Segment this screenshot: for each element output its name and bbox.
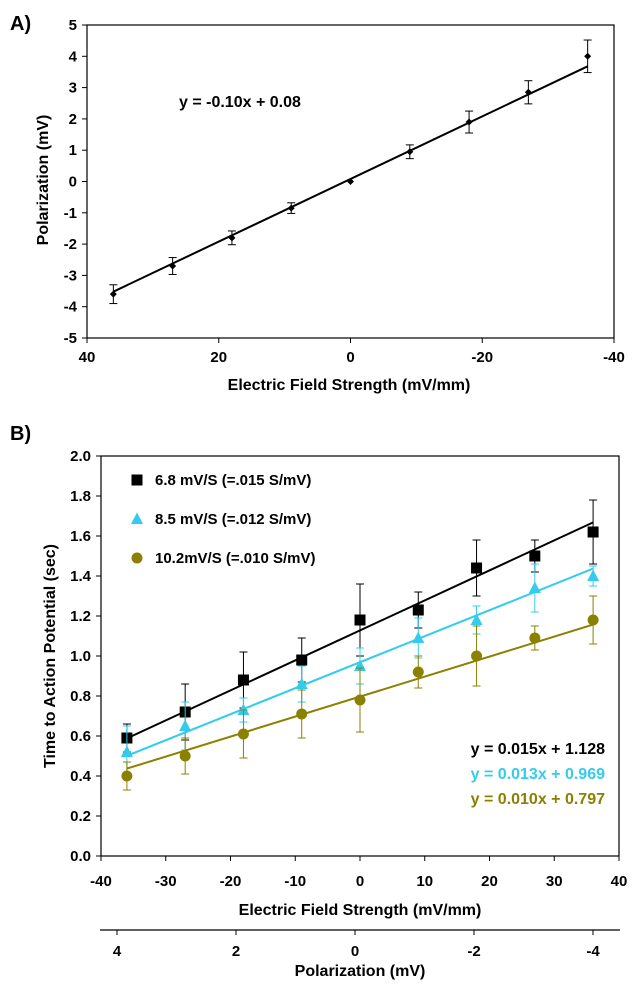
panel-a-ytick-label: 1 [69, 142, 77, 159]
panel-b-ytick-label: 0.4 [70, 768, 92, 785]
panel-b-point-2 [412, 631, 425, 643]
panel-b-point-2 [587, 569, 600, 581]
panel-a-ytick-label: -1 [64, 205, 77, 222]
panel-b-point-2 [120, 745, 133, 757]
panel-a-point [524, 88, 532, 96]
panel-a-label: A) [10, 13, 31, 35]
panel-a-point [584, 52, 592, 60]
panel-b-secondary-tick-label: 4 [113, 943, 122, 960]
panel-b-point-1 [587, 526, 599, 538]
panel-b-point-3 [587, 614, 599, 626]
panel-b-legend-label-3: 10.2mV/S (=.010 S/mV) [155, 550, 316, 567]
panel-b-secondary-tick-label: 0 [351, 943, 359, 960]
panel-b-point-2 [528, 581, 541, 593]
panel-b-legend-marker-3 [131, 552, 143, 564]
panel-a-xtick-label: 20 [210, 349, 227, 366]
panel-b-point-3 [354, 694, 366, 706]
panel-b-point-3 [179, 750, 191, 762]
panel-b-point-1 [237, 674, 249, 686]
panel-a-ytick-label: 0 [69, 174, 77, 191]
panel-b-point-1 [354, 614, 366, 626]
panel-a-ytick-label: -5 [64, 330, 77, 347]
panel-b-plot: 0.00.20.40.60.81.01.21.41.61.82.0-40 -30-… [70, 448, 627, 960]
panel-b-ylabel: Time to Action Potential (sec) [42, 544, 59, 768]
panel-b-point-2 [295, 677, 308, 689]
panel-b-secondary-tick-label: 2 [232, 943, 240, 960]
panel-a-point [109, 290, 117, 298]
panel-b-legend-label-2: 8.5 mV/S (=.012 S/mV) [155, 511, 311, 528]
panel-b-ytick-label: 0.6 [70, 728, 91, 745]
panel-b-ytick-label: 1.4 [70, 568, 92, 585]
panel-b-point-1 [471, 562, 483, 574]
panel-a-point [465, 118, 473, 126]
panel-a-point [228, 234, 236, 242]
panel-b-point-2 [237, 703, 250, 715]
panel-a-ytick-label: 5 [69, 17, 77, 34]
panel-b-point-3 [471, 650, 483, 662]
panel-b-xtick-label: -40 [90, 873, 112, 890]
panel-b-ytick-label: 1.2 [70, 608, 91, 625]
panel-b-ytick-label: 0.8 [70, 688, 91, 705]
panel-b-equation-1: y = 0.015x + 1.128 [471, 741, 605, 758]
panel-b-secondary-tick-label: -4 [586, 943, 600, 960]
panel-b-point-3 [296, 708, 308, 720]
panel-b-ytick-label: 0.2 [70, 808, 91, 825]
panel-a-ylabel: Polarization (mV) [35, 115, 52, 246]
panel-b-equation-3: y = 0.010x + 0.797 [471, 791, 605, 808]
panel-a-ytick-label: -2 [64, 236, 77, 253]
panel-b-point-2 [470, 613, 483, 625]
panel-a-ytick-label: -4 [64, 299, 78, 316]
panel-a-equation: y = -0.10x + 0.08 [179, 94, 301, 111]
panel-a-ytick-label: 4 [69, 48, 78, 65]
panel-a-xlabel: Electric Field Strength (mV/mm) [228, 377, 471, 394]
panel-a-point [169, 262, 177, 270]
panel-b-xtick-label: -30 [155, 873, 177, 890]
panel-b-xtick-label: -10 [284, 873, 306, 890]
panel-b-point-3 [412, 666, 424, 678]
panel-b-ytick-label: 1.6 [70, 528, 91, 545]
panel-a-ytick-label: 3 [69, 80, 77, 97]
panel-a-point [287, 204, 295, 212]
panel-a-point [406, 148, 414, 156]
panel-b-point-1 [412, 604, 424, 616]
panel-b-legend-marker-2 [131, 512, 143, 524]
panel-b-secondary-xlabel: Polarization (mV) [295, 963, 426, 980]
panel-b-point-3 [121, 770, 133, 782]
panel-b-legend-label-1: 6.8 mV/S (=.015 S/mV) [155, 472, 311, 489]
panel-b-xlabel: Electric Field Strength (mV/mm) [239, 902, 482, 919]
panel-a-plot: -5 -4 -3 -2 -1 0 1 2 3 4 5 40 20 0 -20 -40 [64, 17, 625, 366]
panel-b-ytick-label: 1.8 [70, 488, 91, 505]
panel-a-xtick-label: -40 [603, 349, 625, 366]
panel-b-xtick-label: 20 [481, 873, 498, 890]
panel-b-xtick-label: 40 [611, 873, 628, 890]
panel-b-point-3 [237, 728, 249, 740]
panel-a-xtick-label: -20 [471, 349, 493, 366]
panel-b-point-2 [179, 719, 192, 731]
panel-b-ytick-label: 1.0 [70, 648, 91, 665]
panel-b-point-3 [529, 632, 541, 644]
panel-b-xtick-label: 0 [356, 873, 364, 890]
panel-b-equation-2: y = 0.013x + 0.969 [471, 766, 605, 783]
panel-b-ytick-label: 0.0 [70, 848, 91, 865]
panel-a-xtick-label: 0 [346, 349, 354, 366]
panel-a-ytick-label: -3 [64, 267, 77, 284]
panel-b-legend-marker-1 [131, 474, 143, 486]
panel-a-ytick-label: 2 [69, 111, 77, 128]
panel-a-point [347, 178, 354, 185]
panel-b-xtick-label: -20 [220, 873, 242, 890]
panel-b-point-1 [296, 654, 308, 666]
panel-b-xtick-label: 10 [416, 873, 433, 890]
panel-a-xtick-label: 40 [79, 349, 96, 366]
panel-b-point-1 [529, 550, 541, 562]
panel-b-label: B) [10, 423, 31, 445]
panel-b-ytick-label: 2.0 [70, 448, 91, 465]
panel-b-secondary-tick-label: -2 [467, 943, 480, 960]
panel-b-xtick-label: 30 [546, 873, 563, 890]
